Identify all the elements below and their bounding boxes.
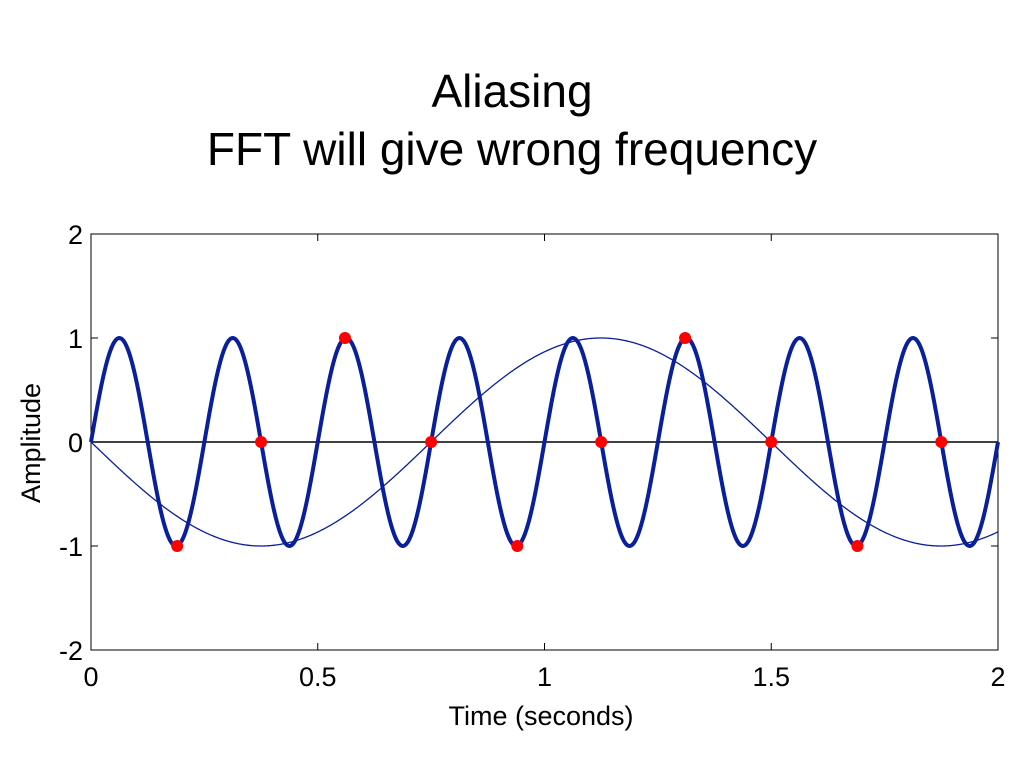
x-tick-label: 2 (990, 662, 1005, 692)
y-axis-label: Amplitude (16, 383, 46, 503)
y-tick-label: 1 (68, 324, 83, 354)
sample-point (338, 332, 351, 344)
sample-point (255, 436, 268, 448)
x-tick-label: 0 (83, 662, 98, 692)
slide-title: Aliasing FFT will give wrong frequency (0, 62, 1024, 178)
sample-point (935, 436, 948, 448)
sample-point (171, 540, 184, 552)
sample-point (511, 540, 524, 552)
alias-signal-line (90, 337, 999, 547)
x-tick-label: 0.5 (299, 662, 337, 692)
y-tick-label: -1 (59, 532, 83, 562)
x-tick-label: 1 (537, 662, 552, 692)
sample-point (595, 436, 608, 448)
sample-point (851, 540, 864, 552)
slide-title-line-1: Aliasing (431, 65, 593, 117)
sample-point (425, 436, 438, 448)
y-tick-label: 0 (68, 428, 83, 458)
sample-point (765, 436, 778, 448)
sample-point (679, 332, 692, 344)
x-axis-label: Time (seconds) (448, 701, 633, 731)
signal-4hz-line (89, 336, 1000, 548)
slide-title-line-2: FFT will give wrong frequency (206, 123, 818, 175)
y-tick-label: 2 (68, 220, 83, 250)
x-tick-label: 1.5 (752, 662, 790, 692)
y-tick-label: -2 (59, 636, 83, 666)
